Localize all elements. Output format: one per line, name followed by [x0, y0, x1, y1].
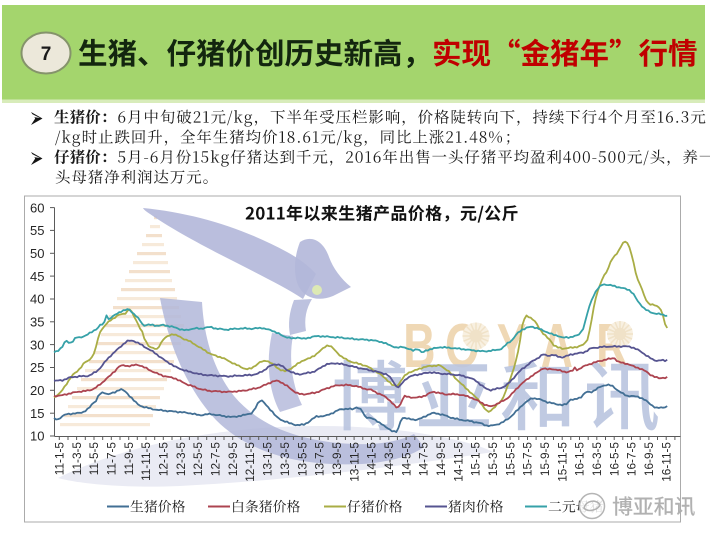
svg-text:16-3-5: 16-3-5: [590, 442, 604, 477]
svg-text:25: 25: [30, 360, 44, 375]
svg-text:14-3-5: 14-3-5: [382, 442, 396, 477]
svg-text:55: 55: [30, 223, 44, 238]
svg-text:15-11-5: 15-11-5: [555, 442, 569, 482]
svg-text:14-7-5: 14-7-5: [417, 442, 431, 477]
svg-text:12-9-5: 12-9-5: [226, 442, 240, 477]
svg-text:16-9-5: 16-9-5: [642, 442, 656, 477]
svg-text:11-11-5: 11-11-5: [139, 442, 153, 481]
svg-text:16-11-5: 16-11-5: [659, 442, 673, 482]
svg-text:15-3-5: 15-3-5: [486, 442, 500, 477]
svg-text:14-9-5: 14-9-5: [434, 442, 448, 477]
svg-text:11-7-5: 11-7-5: [105, 442, 119, 476]
svg-text:60: 60: [30, 200, 44, 215]
svg-text:7: 7: [41, 44, 52, 65]
svg-text:14-1-5: 14-1-5: [365, 442, 379, 477]
svg-text:13-7-5: 13-7-5: [313, 442, 327, 477]
svg-text:15-1-5: 15-1-5: [469, 442, 483, 477]
svg-text:35: 35: [30, 315, 44, 330]
svg-text:11-5-5: 11-5-5: [87, 442, 101, 476]
svg-text:14-11-5: 14-11-5: [451, 442, 465, 482]
svg-text:10: 10: [30, 429, 44, 444]
svg-text:11-3-5: 11-3-5: [70, 442, 84, 476]
svg-text:15-7-5: 15-7-5: [521, 442, 535, 477]
svg-text:15: 15: [30, 406, 44, 421]
svg-text:45: 45: [30, 269, 44, 284]
svg-text:11-9-5: 11-9-5: [122, 442, 136, 476]
svg-text:40: 40: [30, 292, 44, 307]
svg-text:12-1-5: 12-1-5: [157, 442, 171, 477]
svg-text:16-1-5: 16-1-5: [573, 442, 587, 477]
svg-text:20: 20: [30, 383, 44, 398]
svg-text:15-5-5: 15-5-5: [503, 442, 517, 477]
svg-text:13-5-5: 13-5-5: [295, 442, 309, 477]
svg-text:15-9-5: 15-9-5: [538, 442, 552, 477]
svg-text:12-7-5: 12-7-5: [209, 442, 223, 477]
svg-text:12-5-5: 12-5-5: [191, 442, 205, 477]
svg-text:12-3-5: 12-3-5: [174, 442, 188, 477]
svg-text:11-1-5: 11-1-5: [53, 442, 67, 476]
svg-text:13-3-5: 13-3-5: [278, 442, 292, 477]
svg-text:12-11-5: 12-11-5: [243, 442, 257, 482]
svg-text:14-5-5: 14-5-5: [399, 442, 413, 477]
svg-text:16-5-5: 16-5-5: [607, 442, 621, 477]
svg-text:16-7-5: 16-7-5: [625, 442, 639, 477]
svg-text:13-11-5: 13-11-5: [347, 442, 361, 482]
svg-text:50: 50: [30, 246, 44, 261]
svg-text:13-9-5: 13-9-5: [330, 442, 344, 477]
svg-text:30: 30: [30, 337, 44, 352]
svg-text:13-1-5: 13-1-5: [261, 442, 275, 477]
